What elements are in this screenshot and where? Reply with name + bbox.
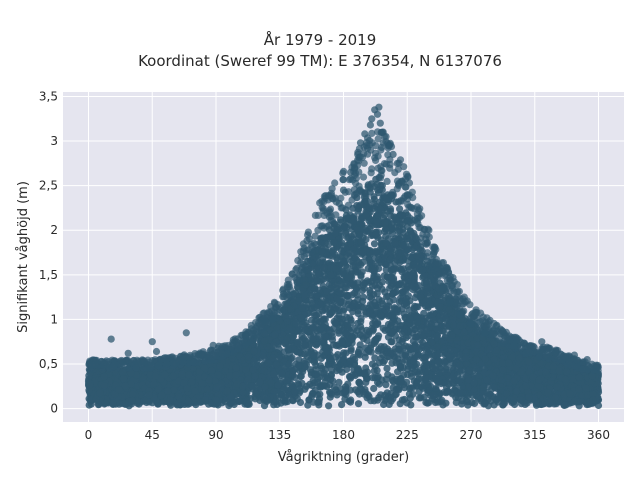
- data-point: [354, 400, 363, 408]
- data-points: [84, 103, 603, 410]
- data-point: [490, 401, 498, 409]
- data-point: [398, 268, 406, 276]
- data-point: [339, 307, 347, 315]
- data-point: [422, 398, 430, 407]
- data-point: [338, 401, 346, 409]
- data-point: [355, 378, 363, 386]
- chart-title: År 1979 - 2019 Koordinat (Sweref 99 TM):…: [0, 30, 640, 72]
- data-point: [364, 181, 372, 189]
- data-point: [374, 284, 382, 292]
- data-point: [375, 345, 383, 353]
- data-point: [435, 363, 443, 371]
- data-point: [354, 279, 362, 287]
- data-point: [346, 398, 355, 406]
- chart-title-line-2: Koordinat (Sweref 99 TM): E 376354, N 61…: [138, 52, 502, 70]
- data-point: [384, 371, 392, 379]
- data-point: [463, 398, 471, 406]
- data-point: [340, 299, 348, 307]
- data-point: [415, 394, 423, 402]
- data-point: [346, 211, 354, 219]
- data-point: [358, 286, 366, 295]
- data-point: [394, 233, 402, 242]
- data-point: [433, 325, 441, 333]
- data-point: [317, 354, 325, 362]
- data-point: [280, 385, 288, 393]
- data-point: [373, 218, 381, 226]
- data-point: [277, 399, 285, 407]
- data-point: [340, 349, 348, 357]
- data-point: [560, 401, 568, 409]
- data-point: [421, 353, 429, 362]
- data-point: [357, 315, 365, 323]
- data-point: [411, 333, 419, 341]
- data-point: [434, 357, 442, 365]
- data-point: [400, 310, 408, 318]
- data-point: [371, 354, 379, 362]
- data-point: [382, 232, 390, 240]
- data-point: [369, 374, 377, 382]
- data-point: [403, 378, 411, 386]
- data-point: [410, 271, 418, 280]
- data-point: [368, 360, 376, 368]
- data-point: [394, 368, 402, 376]
- data-point: [370, 240, 379, 248]
- data-point: [383, 364, 391, 372]
- data-point: [429, 316, 438, 324]
- data-point: [439, 401, 447, 409]
- data-point: [398, 220, 406, 228]
- data-point: [325, 402, 333, 410]
- data-point: [385, 400, 393, 408]
- data-point: [346, 314, 354, 322]
- data-point: [429, 310, 437, 318]
- data-point: [346, 304, 354, 312]
- data-point: [484, 392, 492, 400]
- data-point: [343, 263, 351, 271]
- data-point: [315, 398, 323, 406]
- data-point: [308, 390, 316, 398]
- data-point: [373, 366, 381, 374]
- chart-title-line-1: År 1979 - 2019: [263, 31, 377, 49]
- data-point: [345, 297, 353, 305]
- data-point: [382, 381, 390, 389]
- data-point: [399, 335, 407, 343]
- data-point: [353, 202, 361, 210]
- data-point: [395, 386, 403, 394]
- data-point: [481, 400, 489, 408]
- data-point: [390, 296, 398, 304]
